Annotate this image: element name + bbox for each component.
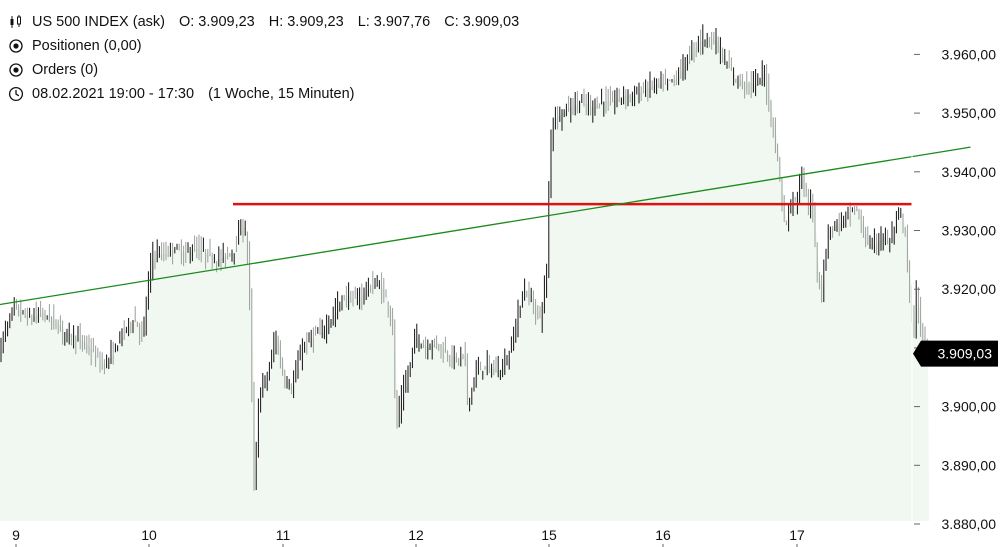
orders-label[interactable]: Orders (0) xyxy=(32,62,99,78)
high-label: H: xyxy=(268,14,284,30)
high-value: 3.909,23 xyxy=(287,14,344,30)
x-tick-label: 15 xyxy=(541,527,557,543)
open-label: O: xyxy=(178,14,195,30)
y-tick-label: 3.950,00 xyxy=(942,105,997,121)
axis-layer: 3.880,003.890,003.900,003.910,003.920,00… xyxy=(12,0,998,547)
last-price-label: 3.909,03 xyxy=(938,346,993,362)
y-tick-label: 3.960,00 xyxy=(942,46,997,62)
x-tick-label: 12 xyxy=(408,527,424,543)
positions-label[interactable]: Positionen (0,00) xyxy=(32,38,142,54)
low-label: L: xyxy=(357,14,370,30)
close-value: 3.909,03 xyxy=(462,14,520,30)
x-tick-label: 16 xyxy=(655,527,671,543)
y-tick-label: 3.900,00 xyxy=(942,399,997,415)
y-tick-label: 3.920,00 xyxy=(942,281,997,297)
x-tick-label: 9 xyxy=(12,527,20,543)
candle-layer xyxy=(0,24,928,491)
radio-dot-icon[interactable] xyxy=(8,62,24,78)
positions-row[interactable]: Positionen (0,00) xyxy=(8,37,142,55)
orders-row[interactable]: Orders (0) xyxy=(8,61,98,79)
x-tick-label: 17 xyxy=(789,527,805,543)
low-value: 3.907,76 xyxy=(373,14,431,30)
y-tick-label: 3.890,00 xyxy=(942,457,997,473)
ohlc-header: US 500 INDEX (ask) O: 3.909,23 H: 3.909,… xyxy=(8,13,519,31)
instrument-name: US 500 INDEX (ask) xyxy=(32,14,165,30)
area-fill-layer xyxy=(0,36,930,522)
trend-line[interactable] xyxy=(0,146,971,306)
price-area xyxy=(0,36,930,522)
candlestick-icon xyxy=(10,15,21,28)
close-label: C: xyxy=(444,14,459,30)
period-row: 08.02.2021 19:00 - 17:30 (1 Woche, 15 Mi… xyxy=(8,85,354,103)
drawing-layer[interactable] xyxy=(0,146,971,306)
y-tick-label: 3.940,00 xyxy=(942,164,997,180)
period-interval: (1 Woche, 15 Minuten) xyxy=(208,86,355,102)
period-range: 08.02.2021 19:00 - 17:30 xyxy=(32,86,195,102)
y-tick-label: 3.880,00 xyxy=(942,516,997,532)
clock-icon xyxy=(8,86,24,102)
radio-dot-icon[interactable] xyxy=(8,38,24,54)
x-tick-label: 11 xyxy=(276,527,291,543)
open-value: 3.909,23 xyxy=(198,14,255,30)
y-tick-label: 3.930,00 xyxy=(942,223,997,239)
last-price-badge xyxy=(913,340,998,367)
x-tick-label: 10 xyxy=(141,527,157,543)
